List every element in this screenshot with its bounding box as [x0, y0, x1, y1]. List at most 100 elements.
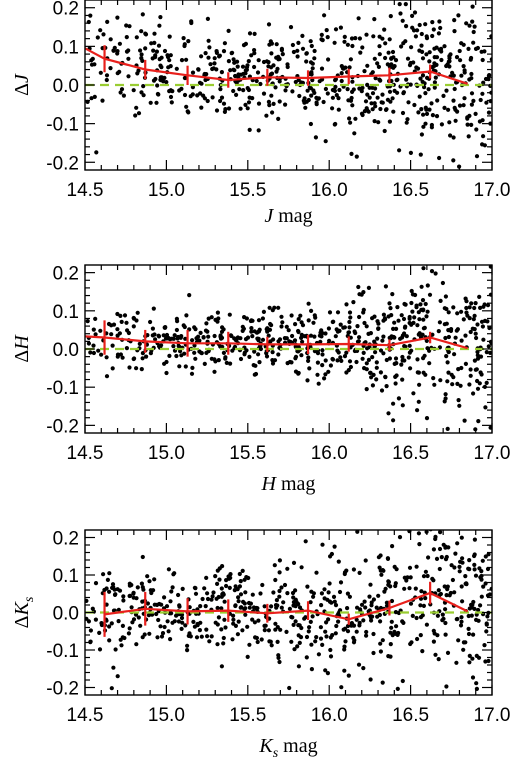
scatter-point [443, 557, 449, 562]
scatter-point [242, 577, 247, 582]
scatter-point [247, 127, 252, 132]
scatter-point [242, 352, 247, 357]
scatter-point [236, 599, 241, 604]
scatter-point [395, 686, 400, 692]
scatter-point [305, 584, 310, 589]
scatter-point [90, 56, 95, 62]
scatter-point [268, 639, 273, 644]
scatter-point [102, 587, 107, 593]
scatter-point [207, 639, 212, 644]
scatter-point [228, 333, 233, 338]
scatter-point [312, 90, 317, 95]
scatter-point [452, 590, 457, 595]
scatter-point [338, 355, 343, 360]
scatter-point [407, 586, 412, 591]
scatter-point [400, 110, 406, 116]
scatter-point [443, 632, 448, 637]
scatter-point [212, 61, 217, 66]
scatter-point [247, 95, 252, 100]
scatter-point [434, 45, 439, 50]
scatter-point [199, 105, 204, 110]
scatter-point [237, 87, 242, 92]
scatter-point [124, 320, 129, 325]
scatter-point [160, 631, 166, 636]
scatter-point [255, 639, 260, 645]
scatter-point [430, 33, 435, 39]
scatter-point [105, 19, 110, 24]
scatter-point [86, 341, 91, 346]
scatter-point [464, 310, 469, 315]
scatter-point [402, 325, 408, 330]
scatter-point [166, 567, 171, 572]
scatter-point [128, 593, 133, 599]
scatter-point [488, 350, 492, 355]
scatter-point [284, 336, 289, 341]
scatter-point [353, 116, 358, 121]
scatter-point [276, 339, 281, 344]
scatter-point [179, 612, 185, 617]
scatter-point [424, 416, 430, 421]
scatter-point [219, 627, 224, 632]
scatter-point [140, 554, 145, 560]
scatter-point [415, 323, 420, 328]
scatter-point [283, 102, 288, 107]
scatter-point [389, 598, 395, 604]
scatter-point [140, 585, 145, 590]
scatter-point [316, 652, 321, 657]
scatter-point [113, 647, 118, 652]
scatter-point [429, 125, 434, 130]
scatter-point [469, 122, 474, 127]
scatter-point [395, 77, 400, 82]
scatter-point [121, 594, 126, 599]
scatter-point [470, 675, 476, 680]
scatter-point [468, 367, 473, 372]
scatter-point [406, 355, 411, 360]
scatter-point [222, 617, 227, 622]
scatter-point [119, 643, 124, 648]
scatter-point [474, 335, 479, 341]
scatter-point [373, 104, 378, 109]
scatter-point [457, 564, 462, 570]
scatter-point [306, 318, 311, 323]
scatter-point [368, 370, 373, 375]
scatter-point [268, 39, 273, 44]
scatter-point [338, 580, 344, 585]
scatter-point [280, 320, 285, 325]
scatter-point [309, 308, 314, 313]
scatter-point [485, 303, 491, 308]
scatter-point [271, 101, 276, 106]
scatter-point [93, 581, 99, 586]
scatter-point [97, 630, 102, 636]
scatter-point [249, 53, 254, 58]
scatter-point [326, 326, 331, 331]
scatter-point [409, 322, 414, 327]
scatter-point [348, 120, 353, 125]
scatter-point [452, 565, 457, 570]
scatter-point [454, 495, 458, 499]
scatter-point [311, 320, 316, 325]
scatter-point [275, 625, 280, 630]
scatter-point [345, 591, 350, 596]
scatter-point [345, 629, 351, 634]
scatter-point [115, 327, 120, 332]
scatter-point [115, 311, 120, 317]
scatter-point [316, 381, 321, 386]
scatter-point [404, 578, 409, 583]
scatter-point [221, 350, 226, 355]
scatter-point [445, 650, 451, 656]
scatter-point [458, 58, 463, 63]
scatter-point [485, 319, 490, 324]
scatter-point [273, 627, 278, 632]
scatter-point [139, 52, 144, 57]
scatter-point [448, 516, 452, 520]
scatter-point [143, 46, 148, 51]
scatter-point [337, 589, 343, 595]
scatter-point [365, 82, 370, 87]
scatter-point [455, 311, 460, 316]
scatter-point [218, 344, 223, 349]
scatter-point [176, 619, 181, 624]
scatter-point [363, 605, 368, 610]
scatter-point [320, 352, 325, 357]
scatter-point [154, 49, 159, 54]
scatter-point [298, 313, 303, 318]
